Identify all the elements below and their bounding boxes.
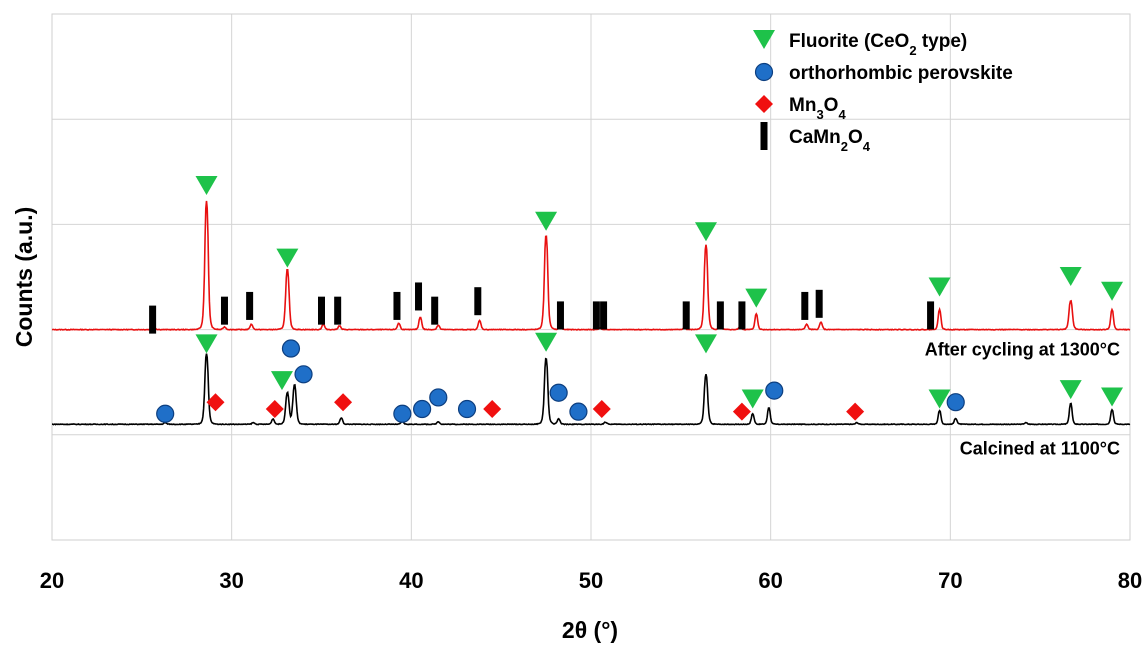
x-tick-60: 60	[758, 568, 782, 593]
gridlines	[51, 13, 1131, 540]
legend: Fluorite (CeO2 type) orthorhombic perovsk…	[753, 30, 1013, 154]
mn3o4-marker-6	[846, 402, 865, 421]
camn2o4-marker-4	[334, 296, 342, 325]
fluorite-marker-10	[535, 332, 558, 352]
camn2o4-marker-11	[600, 301, 608, 330]
camn2o4-marker-0	[149, 305, 157, 334]
fluorite-marker-0	[195, 176, 218, 196]
legend-label-camn2o4: CaMn2O4	[789, 127, 871, 154]
phase-markers	[149, 176, 1124, 423]
perovskite-marker-0	[156, 404, 175, 423]
perovskite-marker-2	[294, 365, 313, 384]
series-line-1	[52, 353, 1131, 426]
x-tick-50: 50	[579, 568, 603, 593]
camn2o4-marker-15	[801, 291, 809, 320]
perovskite-marker-8	[569, 402, 588, 421]
perovskite-marker-5	[429, 388, 448, 407]
camn2o4-marker-6	[415, 282, 423, 311]
camn2o4-marker-9	[556, 301, 564, 330]
fluorite-marker-14	[1059, 380, 1082, 400]
mn3o4-marker-2	[334, 393, 353, 412]
series-line-0	[51, 200, 1131, 331]
mn3o4-marker-3	[483, 400, 502, 419]
legend-symbol-perovskite	[754, 62, 774, 82]
fluorite-marker-11	[694, 334, 717, 354]
camn2o4-marker-7	[431, 296, 439, 325]
legend-symbol-fluorite	[753, 30, 775, 49]
fluorite-marker-9	[270, 371, 293, 391]
fluorite-marker-1	[276, 248, 299, 268]
fluorite-marker-6	[1059, 267, 1082, 286]
fluorite-marker-7	[1101, 281, 1124, 301]
mn3o4-marker-0	[206, 393, 225, 412]
perovskite-marker-3	[393, 404, 412, 423]
x-tick-30: 30	[219, 568, 243, 593]
fluorite-marker-15	[1101, 387, 1124, 407]
fluorite-marker-3	[694, 222, 717, 242]
camn2o4-marker-8	[474, 287, 482, 316]
fluorite-marker-13	[928, 389, 951, 409]
camn2o4-marker-16	[815, 289, 823, 318]
legend-symbol-camn2o4	[760, 122, 768, 150]
series-annotations: After cycling at 1300°C Calcined at 1100°…	[925, 340, 1120, 459]
mn3o4-marker-5	[732, 402, 751, 421]
camn2o4-marker-1	[220, 296, 228, 325]
camn2o4-marker-2	[246, 291, 254, 320]
series-group	[51, 200, 1131, 426]
legend-label-perovskite: orthorhombic perovskite	[789, 63, 1013, 84]
x-tick-70: 70	[938, 568, 962, 593]
perovskite-marker-6	[457, 399, 477, 419]
perovskite-marker-10	[946, 393, 965, 412]
fluorite-marker-5	[928, 277, 951, 297]
mn3o4-marker-4	[592, 400, 611, 419]
x-tick-labels: 20 30 40 50 60 70 80	[40, 568, 1142, 593]
legend-label-fluorite: Fluorite (CeO2 type)	[789, 31, 967, 58]
annotation-1: Calcined at 1100°C	[960, 438, 1120, 458]
perovskite-marker-7	[549, 383, 568, 402]
legend-symbol-mn3o4	[755, 95, 773, 113]
camn2o4-marker-10	[592, 301, 600, 330]
fluorite-marker-4	[745, 288, 768, 308]
camn2o4-marker-14	[738, 301, 746, 330]
perovskite-marker-1	[281, 339, 301, 358]
legend-label-mn3o4: Mn3O4	[789, 95, 846, 122]
annotation-0: After cycling at 1300°C	[925, 340, 1120, 360]
x-tick-20: 20	[40, 568, 64, 593]
camn2o4-marker-13	[716, 301, 724, 330]
camn2o4-marker-12	[682, 301, 690, 330]
x-tick-40: 40	[399, 568, 423, 593]
perovskite-marker-4	[413, 399, 432, 419]
x-tick-80: 80	[1118, 568, 1142, 593]
x-axis-label: 2θ (°)	[562, 617, 618, 643]
fluorite-marker-8	[195, 334, 218, 354]
fluorite-marker-2	[535, 211, 558, 231]
camn2o4-marker-5	[393, 291, 401, 320]
mn3o4-marker-1	[265, 400, 284, 419]
y-axis-label: Counts (a.u.)	[11, 207, 37, 348]
camn2o4-marker-17	[927, 301, 935, 330]
fluorite-marker-12	[741, 389, 764, 409]
plot-frame	[51, 13, 1131, 541]
perovskite-marker-9	[765, 381, 784, 400]
camn2o4-marker-3	[318, 296, 325, 325]
